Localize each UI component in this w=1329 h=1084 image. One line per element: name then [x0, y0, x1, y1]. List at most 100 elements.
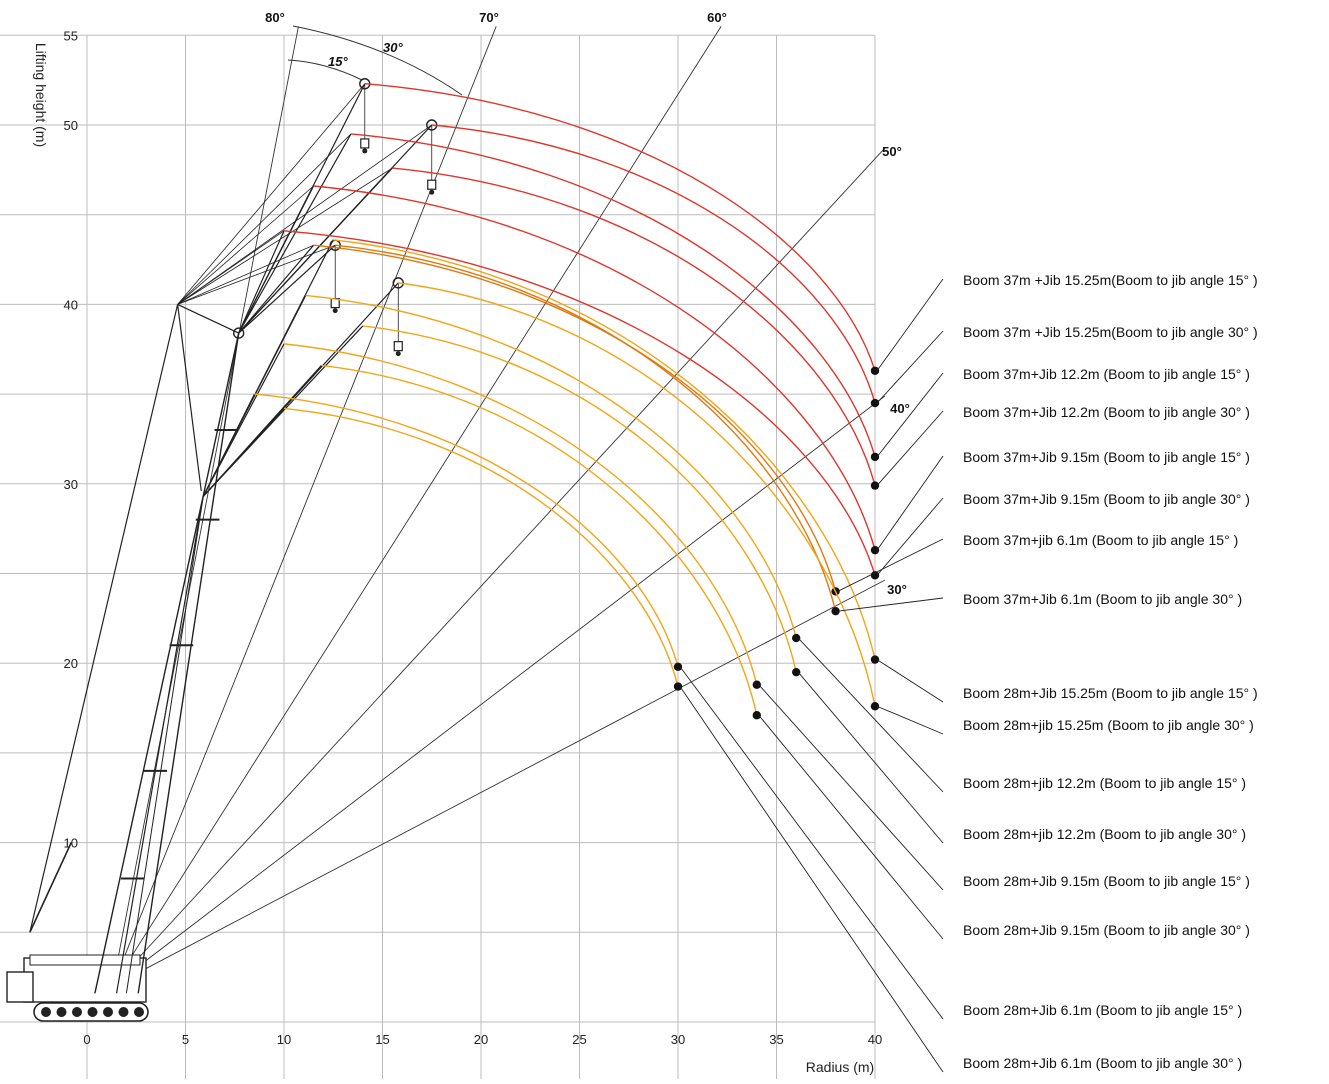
boom-angle-label: 60° [707, 10, 727, 25]
curve-end-point [792, 633, 801, 643]
curve-end-point [752, 680, 761, 689]
leader-line [758, 714, 944, 940]
main-boom-37m [94, 332, 240, 994]
curve-end-point [673, 682, 683, 691]
jib-angle-label: 30° [383, 40, 403, 55]
range-curve [283, 407, 679, 687]
leader-line [758, 684, 944, 891]
curve-label: Boom 37m+jib 6.1m (Boom to jib angle 15°… [963, 532, 1238, 548]
x-tick-label: 40 [868, 1032, 882, 1047]
y-tick-label: 55 [64, 28, 78, 43]
jib-stay [177, 230, 285, 305]
leader-line [876, 497, 944, 576]
range-curve [392, 167, 876, 486]
boom-angle-line [112, 26, 722, 987]
curve-label: Boom 37m +Jib 15.25m(Boom to jib angle 1… [963, 272, 1258, 288]
jib-stay [177, 185, 314, 305]
jib-37m [238, 167, 393, 334]
jib-37m [238, 185, 315, 334]
boom-angle-line [112, 395, 886, 987]
curve-label: Boom 37m+Jib 12.2m (Boom to jib angle 15… [963, 366, 1250, 382]
jib-28m [202, 343, 285, 497]
boom-angle-lines: 80° 70° 60° 50° 40° 30° 15° 30° [112, 10, 910, 987]
curve-end-point [870, 655, 880, 664]
x-tick-label: 25 [572, 1032, 586, 1047]
crane-illustration [6, 78, 438, 1022]
curve-end-point [870, 452, 880, 462]
x-tick-label: 5 [182, 1032, 189, 1047]
curve-label: Boom 28m+Jib 6.1m (Boom to jib angle 30°… [963, 1055, 1242, 1071]
hook-block [360, 138, 370, 149]
boom-angle-label: 30° [887, 582, 907, 597]
hook-block [393, 341, 403, 352]
y-tick-label: 20 [64, 656, 78, 671]
sheave [232, 327, 245, 339]
grid [0, 34, 876, 1084]
y-tick-label: 30 [64, 477, 78, 492]
jib-28m [202, 408, 285, 497]
backstay [177, 303, 239, 334]
range-curve [335, 244, 837, 612]
leader-line [797, 637, 944, 793]
jib-stay [177, 244, 314, 305]
range-curve [254, 393, 679, 667]
leader-line [876, 372, 944, 458]
curve-end-point [673, 662, 683, 671]
pendant [29, 842, 72, 933]
leader-line [837, 538, 944, 592]
range-curve [362, 325, 797, 673]
jib-stay [177, 124, 432, 305]
boom-angle-label: 50° [882, 144, 902, 159]
range-curve [283, 230, 876, 576]
main-boom-28m [115, 496, 204, 994]
track-roller [134, 1007, 144, 1017]
jib-stay [177, 83, 366, 305]
jib-37m [238, 244, 315, 334]
curve-label: Boom 28m+Jib 9.15m (Boom to jib angle 15… [963, 873, 1250, 889]
curve-end-point [752, 711, 761, 720]
curve-end-point [870, 571, 880, 580]
y-tick-label: 10 [64, 836, 78, 851]
jib-angle-arc-15 [287, 59, 363, 81]
jib-stay [177, 244, 336, 305]
range-curve [398, 282, 876, 707]
curve-label: Boom 28m+Jib 15.25m (Boom to jib angle 1… [963, 685, 1258, 701]
range-curve [321, 364, 758, 716]
jib-37m [238, 133, 352, 334]
leader-line [876, 455, 944, 551]
counterweight [6, 971, 34, 1003]
curve-label: Boom 28m+Jib 9.15m (Boom to jib angle 30… [963, 922, 1250, 938]
leader-line [837, 597, 944, 612]
boom-angle-label: 40° [890, 401, 910, 416]
crane-deck [29, 954, 141, 966]
main-boom-37m [137, 332, 240, 994]
leader-lines [679, 278, 944, 1073]
leader-line [876, 659, 944, 703]
axis-ticks: 0 5 10 15 20 25 30 35 40 10 20 30 40 50 55 [64, 28, 883, 1047]
range-curve [350, 133, 876, 458]
boom-angle-line [112, 26, 299, 987]
curve-end-point [870, 366, 880, 375]
jib-37m [238, 230, 285, 334]
curve-end-point [870, 481, 880, 490]
range-curve [313, 244, 837, 592]
x-tick-label: 0 [83, 1032, 90, 1047]
jib-stay [177, 133, 352, 305]
y-tick-label: 40 [64, 297, 78, 312]
curve-end-point [870, 545, 880, 555]
jib-37m [238, 244, 336, 334]
range-curves [254, 83, 880, 720]
hook-block [427, 179, 437, 190]
curve-label: Boom 37m+Jib 9.15m (Boom to jib angle 15… [963, 449, 1250, 465]
range-curve [333, 239, 876, 660]
curve-end-point [792, 667, 801, 677]
mast [177, 304, 202, 492]
curve-labels: Boom 37m +Jib 15.25m(Boom to jib angle 1… [963, 272, 1258, 1071]
curve-label: Boom 28m+Jib 6.1m (Boom to jib angle 15°… [963, 1002, 1242, 1018]
y-axis-label: Lifting height (m) [33, 43, 49, 147]
x-tick-label: 20 [474, 1032, 488, 1047]
curve-label: Boom 28m+jib 12.2m (Boom to jib angle 15… [963, 775, 1246, 791]
leader-line [876, 330, 944, 404]
curve-label: Boom 37m+Jib 12.2m (Boom to jib angle 30… [963, 404, 1250, 420]
